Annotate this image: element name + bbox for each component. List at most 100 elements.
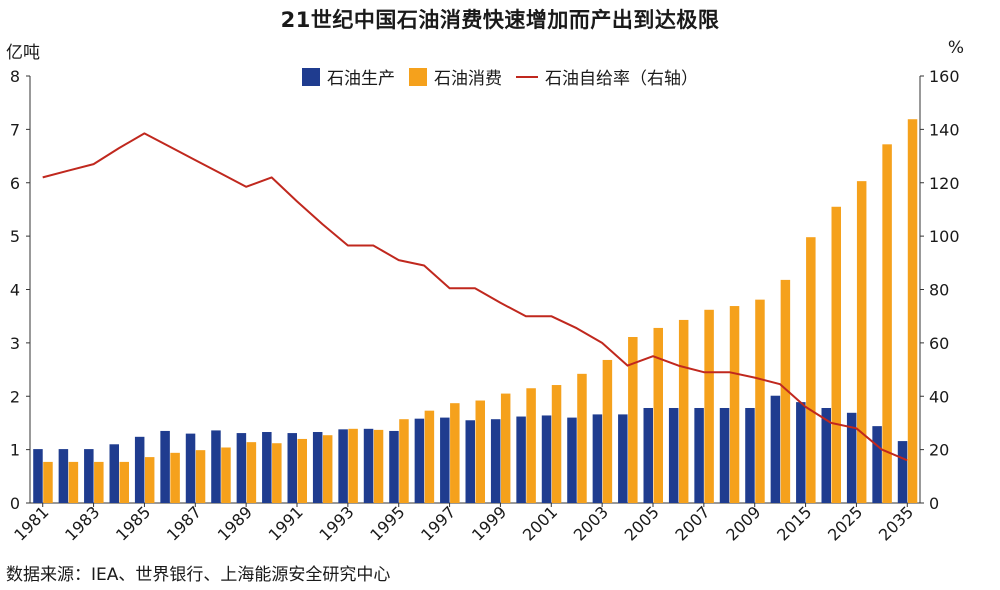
bar-consumption — [68, 461, 79, 503]
bar-consumption — [882, 144, 892, 503]
bar-production — [770, 395, 781, 503]
bar-consumption — [831, 206, 841, 504]
y-tick-label-left: 4 — [10, 281, 20, 300]
bar-production — [668, 407, 679, 503]
left-axis-unit: 亿吨 — [6, 43, 40, 63]
x-tick-label: 2001 — [519, 502, 561, 544]
legend-label-production: 石油生产 — [327, 69, 395, 89]
bar-consumption — [678, 319, 689, 503]
bar-production — [490, 419, 501, 503]
legend-item-consumption: 石油消费 — [409, 64, 502, 89]
bar-production — [134, 436, 145, 503]
bar-production — [541, 415, 552, 503]
x-tick-label: 2005 — [621, 502, 663, 544]
bar-production — [33, 449, 43, 503]
y-tick-label-right: 140 — [929, 120, 960, 139]
bar-consumption — [94, 461, 104, 503]
bar-consumption — [246, 442, 257, 503]
y-tick-label-right: 160 — [929, 67, 960, 86]
bar-production — [440, 417, 450, 503]
x-tick-label: 2009 — [722, 502, 764, 544]
bar-consumption — [551, 385, 562, 503]
bar-production — [58, 449, 69, 503]
bar-production — [821, 407, 831, 503]
y-tick-label-left: 1 — [10, 441, 20, 460]
bar-production — [109, 444, 119, 503]
bar-consumption — [373, 429, 384, 503]
bar-production — [84, 449, 94, 503]
bar-consumption — [475, 400, 485, 503]
legend-item-production: 石油生产 — [302, 64, 395, 89]
bar-consumption — [755, 299, 765, 503]
y-tick-label-right: 100 — [929, 227, 960, 246]
bar-consumption — [653, 327, 663, 503]
legend-label-consumption: 石油消费 — [434, 69, 502, 89]
chart-source-note: 数据来源：IEA、世界银行、上海能源安全研究中心 — [6, 565, 391, 585]
bar-production — [643, 407, 653, 503]
y-tick-label-right: 60 — [929, 334, 949, 353]
bar-consumption — [399, 419, 409, 503]
legend-swatch-production — [302, 67, 320, 86]
bar-consumption — [144, 457, 155, 503]
bar-production — [618, 414, 628, 503]
bar-consumption — [907, 119, 918, 503]
bar-consumption — [704, 309, 714, 503]
bar-production — [592, 414, 603, 503]
bar-consumption — [577, 373, 587, 503]
bar-production — [897, 441, 908, 503]
y-tick-label-left: 7 — [10, 120, 20, 139]
x-tick-label: 2015 — [773, 502, 815, 544]
bar-production — [363, 428, 374, 503]
legend-item-self-sufficiency: 石油自给率（右轴） — [516, 64, 698, 89]
bar-production — [160, 430, 170, 503]
y-tick-label-left: 0 — [10, 494, 20, 513]
bar-production — [312, 432, 323, 503]
y-tick-label-left: 2 — [10, 387, 20, 406]
bar-consumption — [500, 393, 511, 503]
bar-consumption — [43, 461, 53, 503]
y-tick-label-right: 40 — [929, 387, 949, 406]
bar-production — [516, 416, 526, 503]
y-tick-label-left: 5 — [10, 227, 20, 246]
bar-production — [236, 433, 247, 503]
right-axis-unit: % — [947, 38, 964, 58]
bar-consumption — [221, 447, 231, 503]
y-tick-label-left: 8 — [10, 67, 20, 86]
bar-production — [389, 430, 399, 503]
bar-production — [338, 429, 348, 503]
bar-production — [211, 430, 221, 503]
chart-title: 21世纪中国石油消费快速增加而产出到达极限 — [280, 8, 720, 32]
x-tick-label: 1993 — [315, 502, 357, 544]
legend-swatch-consumption — [409, 67, 427, 86]
y-tick-label-right: 120 — [929, 174, 960, 193]
bar-consumption — [780, 279, 791, 503]
y-tick-label-right: 0 — [929, 494, 939, 513]
bar-consumption — [856, 181, 867, 503]
bar-production — [745, 407, 755, 503]
y-tick-label-right: 20 — [929, 441, 949, 460]
bar-consumption — [322, 435, 333, 503]
bar-consumption — [806, 237, 816, 503]
x-tick-label: 1999 — [468, 502, 510, 544]
bar-production — [465, 420, 475, 503]
x-tick-label: 1995 — [366, 502, 408, 544]
bar-production — [846, 412, 857, 503]
bar-production — [796, 402, 806, 503]
bar-production — [262, 432, 272, 503]
legend-swatch-self-sufficiency — [516, 75, 538, 78]
x-tick-label: 1989 — [214, 502, 256, 544]
bar-consumption — [195, 450, 206, 503]
y-tick-label-left: 3 — [10, 334, 20, 353]
x-tick-label: 1991 — [265, 502, 307, 544]
bar-production — [567, 417, 577, 503]
x-tick-label: 1985 — [112, 502, 154, 544]
x-tick-label: 2007 — [671, 502, 713, 544]
bar-production — [185, 433, 196, 503]
x-tick-label: 1987 — [163, 502, 205, 544]
x-tick-label: 1983 — [61, 502, 103, 544]
bar-production — [872, 426, 882, 503]
chart-legend: 石油生产 石油消费 石油自给率（右轴） — [0, 64, 1000, 89]
bar-consumption — [450, 403, 460, 503]
